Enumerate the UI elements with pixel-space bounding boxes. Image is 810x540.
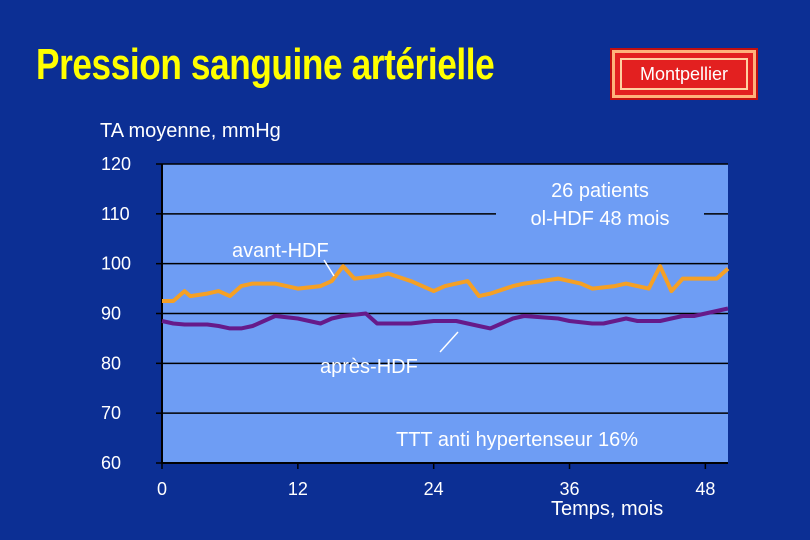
y-tick-label-100: 100 bbox=[101, 254, 131, 274]
info-box-cover bbox=[496, 178, 704, 234]
y-axis-label: TA moyenne, mmHg bbox=[100, 120, 281, 142]
y-tick-label-120: 120 bbox=[101, 154, 131, 174]
location-badge-label: Montpellier bbox=[620, 58, 748, 90]
x-axis-label: Temps, mois bbox=[551, 498, 664, 520]
y-tick-label-80: 80 bbox=[101, 353, 121, 373]
x-tick-label-48: 48 bbox=[695, 479, 715, 499]
info-patients: 26 patients bbox=[551, 180, 649, 202]
series-apres-hdf-line bbox=[161, 306, 729, 331]
arrow-apres-hdf bbox=[439, 331, 459, 353]
series-label-apres-hdf: après-HDF bbox=[320, 356, 418, 378]
y-tick-label-90: 90 bbox=[101, 304, 121, 324]
treatment-note: TTT anti hypertenseur 16% bbox=[396, 429, 638, 451]
x-tick-label-24: 24 bbox=[424, 479, 444, 499]
series-label-avant-hdf: avant-HDF bbox=[232, 240, 329, 262]
info-duration: ol-HDF 48 mois bbox=[531, 208, 670, 230]
y-tick-label-110: 110 bbox=[101, 204, 130, 224]
slide-title: Pression sanguine artérielle bbox=[36, 40, 495, 89]
x-tick-label-36: 36 bbox=[560, 479, 580, 499]
x-tick-label-0: 0 bbox=[157, 479, 167, 499]
arrow-avant-hdf bbox=[323, 259, 335, 277]
y-tick-label-70: 70 bbox=[101, 403, 121, 423]
y-tick-label-60: 60 bbox=[101, 453, 121, 473]
location-badge: Montpellier bbox=[610, 48, 758, 100]
x-tick-label-12: 12 bbox=[288, 479, 308, 499]
series-avant-hdf-line bbox=[162, 264, 730, 303]
